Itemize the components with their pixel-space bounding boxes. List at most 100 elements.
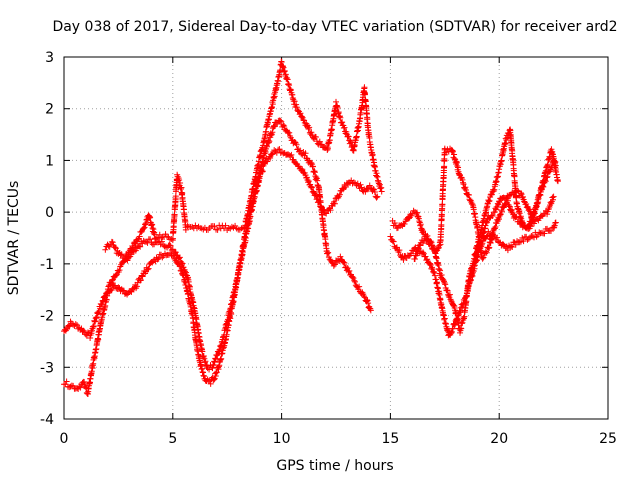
data-point [240,241,247,248]
data-point [429,266,436,273]
data-point [202,358,209,365]
data-point [512,241,519,248]
data-point [486,244,493,251]
data-point [361,84,368,91]
data-point [143,238,150,245]
data-point [492,224,499,231]
data-point [324,250,331,257]
data-point [302,150,309,157]
y-tick-label: -1 [40,257,54,273]
data-point [486,197,493,204]
data-point [72,321,79,328]
data-point [166,242,173,249]
series-track-b [61,117,374,397]
data-point [446,291,453,298]
data-point [500,241,507,248]
data-point [169,235,176,242]
data-point [411,255,418,262]
data-point [212,356,219,363]
data-point [371,189,378,196]
data-point [531,234,538,241]
data-point [167,242,174,249]
y-tick-label: 0 [45,205,54,221]
data-point [489,212,496,219]
data-point [126,249,133,256]
data-point [163,233,170,240]
data-point [145,265,152,272]
data-point [293,141,300,148]
data-point [430,268,437,275]
data-point [77,384,84,391]
data-point [347,138,354,145]
data-point [80,327,87,334]
data-point [278,118,285,125]
series-track-g [472,146,559,263]
data-point [516,239,523,246]
data-point [440,277,447,284]
data-point [259,159,266,166]
data-point [387,233,394,240]
data-point [448,329,455,336]
data-point [157,241,164,248]
data-point [488,212,495,219]
data-point [420,249,427,256]
data-point [370,186,377,193]
data-point [108,287,115,294]
series-track-c [102,58,385,262]
data-point [270,123,277,130]
data-point [275,146,282,153]
data-point [459,176,466,183]
data-point [352,278,359,285]
data-point [504,134,511,141]
data-point [113,272,120,279]
data-point [410,207,417,214]
data-points [61,58,561,397]
data-point [349,274,356,281]
data-point [308,129,315,136]
data-point [186,283,193,290]
data-point [268,132,275,139]
series-track-d [387,219,559,339]
data-point [509,206,516,213]
plot-frame [63,56,609,420]
data-point [442,281,449,288]
data-point [496,199,503,206]
data-point [431,272,438,279]
data-point [491,225,498,232]
data-point [517,190,524,197]
data-point [117,252,124,259]
data-point [365,300,372,307]
data-point [305,125,312,132]
y-tick-label: -4 [40,412,54,428]
data-point [340,259,347,266]
data-point [462,187,469,194]
x-tick-label: 0 [60,431,69,447]
data-point [274,121,281,128]
data-point [182,226,189,233]
data-point [457,307,464,314]
data-point [294,107,301,114]
data-point [357,181,364,188]
axis-ticks [63,56,609,420]
data-point [366,182,373,189]
series-track-f [411,126,561,336]
data-point [479,255,486,262]
data-point [181,276,188,283]
data-point [513,193,520,200]
data-point [449,148,456,155]
data-point [325,249,332,256]
x-tick-labels: 0 5 10 15 20 25 [60,431,617,447]
data-point [460,181,467,188]
data-point [185,290,192,297]
data-point [337,114,344,121]
x-tick-label: 10 [273,431,291,447]
data-point [96,308,103,315]
data-point [298,113,305,120]
data-point [109,239,116,246]
data-point [279,149,286,156]
data-point [63,378,70,385]
data-point [350,179,357,186]
data-point [427,260,434,267]
data-point [318,141,325,148]
data-point [130,245,137,252]
